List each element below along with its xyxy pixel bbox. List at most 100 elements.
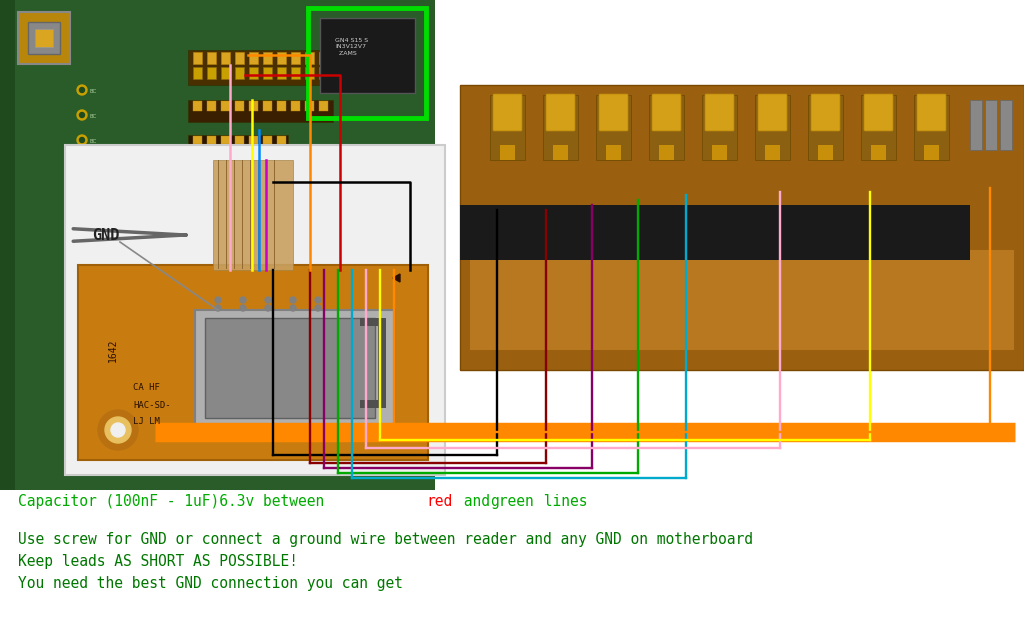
Bar [263, 164, 272, 171]
Bar [914, 95, 949, 160]
Bar [249, 52, 258, 64]
Bar [263, 136, 272, 144]
Bar [755, 95, 790, 160]
Bar [234, 52, 244, 64]
Text: BC: BC [90, 189, 97, 194]
Circle shape [111, 423, 125, 437]
Bar [649, 95, 684, 160]
Text: CA HF: CA HF [133, 383, 160, 392]
Bar [188, 135, 288, 153]
Bar [35, 29, 53, 47]
Circle shape [240, 305, 246, 311]
Bar [378, 318, 386, 408]
Bar [221, 136, 230, 144]
Circle shape [315, 297, 321, 303]
Bar [924, 145, 939, 160]
FancyBboxPatch shape [811, 94, 840, 131]
Bar [553, 145, 568, 160]
Circle shape [315, 305, 321, 311]
Circle shape [77, 135, 87, 145]
Circle shape [77, 110, 87, 120]
Bar [970, 100, 982, 150]
Text: You need the best GND connection you can get: You need the best GND connection you can… [18, 576, 403, 591]
Bar [249, 101, 258, 111]
Text: BC: BC [90, 214, 97, 219]
FancyBboxPatch shape [864, 94, 893, 131]
Text: red: red [426, 494, 453, 509]
Bar [221, 52, 230, 64]
Bar [207, 136, 216, 144]
Text: green: green [490, 494, 534, 509]
Circle shape [105, 417, 131, 443]
Bar [28, 22, 60, 54]
Bar [234, 164, 244, 171]
Bar [195, 310, 395, 435]
Text: BC: BC [90, 139, 97, 144]
Bar [291, 101, 300, 111]
Bar [278, 52, 286, 64]
Bar [308, 8, 426, 118]
Bar [861, 95, 896, 160]
Text: lines: lines [535, 494, 588, 509]
Bar [193, 164, 202, 171]
Circle shape [80, 162, 85, 167]
Bar [659, 145, 674, 160]
FancyBboxPatch shape [599, 94, 628, 131]
Bar [18, 12, 70, 64]
Bar [278, 101, 286, 111]
Bar [360, 400, 386, 408]
Bar [543, 95, 578, 160]
Bar [188, 100, 333, 122]
Circle shape [215, 297, 221, 303]
Bar [221, 101, 230, 111]
Bar [871, 145, 886, 160]
Bar [500, 145, 515, 160]
Circle shape [80, 112, 85, 117]
Bar [712, 145, 727, 160]
Bar [765, 145, 780, 160]
Text: 1642: 1642 [108, 339, 118, 362]
Bar [207, 164, 216, 171]
Bar [305, 52, 314, 64]
Bar [234, 136, 244, 144]
Bar [278, 67, 286, 79]
Text: and: and [455, 494, 499, 509]
Bar [78, 265, 428, 460]
Bar [702, 95, 737, 160]
Bar [305, 101, 314, 111]
Circle shape [77, 85, 87, 95]
Text: BC: BC [90, 114, 97, 119]
Bar [221, 67, 230, 79]
Bar [193, 52, 202, 64]
Bar [65, 145, 445, 475]
Bar [249, 136, 258, 144]
Bar [490, 95, 525, 160]
Bar [193, 67, 202, 79]
Circle shape [98, 410, 138, 450]
Text: LJ LM: LJ LM [133, 417, 160, 426]
FancyBboxPatch shape [493, 94, 522, 131]
FancyBboxPatch shape [652, 94, 681, 131]
Circle shape [80, 187, 85, 192]
Text: BC  C: BC C [155, 187, 181, 197]
Text: Capacitor (100nF - 1uF)6.3v between: Capacitor (100nF - 1uF)6.3v between [18, 494, 333, 509]
Circle shape [215, 305, 221, 311]
Bar [249, 164, 258, 171]
Bar [818, 145, 833, 160]
Text: Use screw for GND or connect a ground wire between reader and any GND on motherb: Use screw for GND or connect a ground wi… [18, 532, 753, 547]
Bar [0, 0, 15, 490]
Bar [205, 318, 375, 418]
Bar [360, 318, 386, 326]
Text: Keep leads AS SHORT AS POSSIBLE!: Keep leads AS SHORT AS POSSIBLE! [18, 554, 298, 569]
Circle shape [77, 160, 87, 170]
Bar [808, 95, 843, 160]
Bar [207, 52, 216, 64]
Circle shape [265, 297, 271, 303]
Circle shape [80, 137, 85, 142]
Bar [263, 101, 272, 111]
Bar [278, 136, 286, 144]
Circle shape [80, 88, 85, 93]
Text: GND: GND [92, 228, 120, 243]
Bar [606, 145, 621, 160]
Bar [213, 160, 293, 270]
